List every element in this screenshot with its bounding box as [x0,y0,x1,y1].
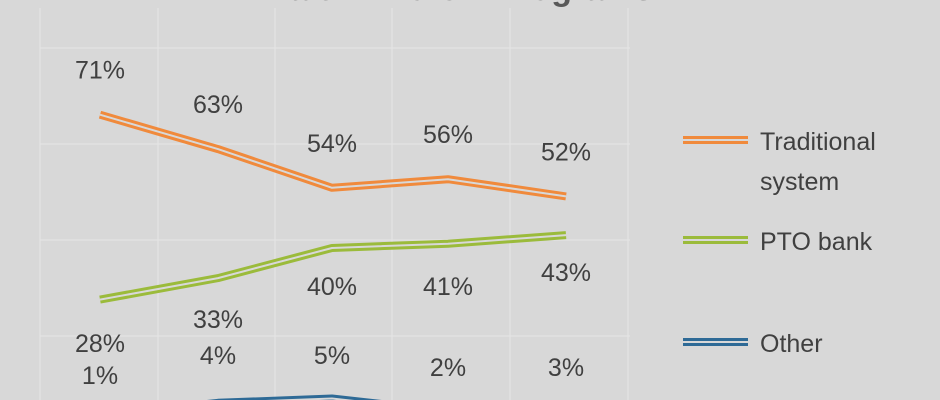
pto-bank-data-label: 33% [193,306,243,334]
pto-bank-data-label: 40% [307,273,357,301]
traditional-system-data-label: 52% [541,138,591,166]
legend-item-traditional-system: Traditional system [683,128,876,196]
traditional-system-data-label: 56% [423,121,473,149]
chart-title: Paid Time Off Programs [267,0,654,8]
other-data-label: 1% [82,362,118,390]
legend-label-traditional-system: system [760,168,839,196]
other-data-label: 2% [430,354,466,382]
traditional-system-data-label: 71% [75,57,125,85]
legend-label-traditional-system: Traditional [760,128,876,156]
pto-bank-data-label: 43% [541,259,591,287]
data-labels: 71% 63% 54% 56% 52% 28% 33% 40% 41% 43% 1% 4% 5% 2% 3% [75,57,591,390]
legend-label-other: Other [760,330,823,358]
pto-bank-series-line-inner [99,234,567,301]
series-lines [98,110,567,400]
pto-bank-data-label: 41% [423,273,473,301]
traditional-system-series-line-inner [99,113,567,198]
other-data-label: 3% [548,354,584,382]
pto-bank-data-label: 28% [75,330,125,358]
legend: Traditional system PTO bank Other [683,128,876,358]
other-data-label: 4% [200,342,236,370]
other-data-label: 5% [314,342,350,370]
legend-item-other: Other [683,330,823,358]
legend-item-pto-bank: PTO bank [683,228,873,256]
traditional-system-data-label: 54% [307,130,357,158]
other-series-line-inner [265,397,355,400]
legend-label-pto-bank: PTO bank [760,228,873,256]
traditional-system-data-label: 63% [193,91,243,119]
gridlines [39,8,630,400]
